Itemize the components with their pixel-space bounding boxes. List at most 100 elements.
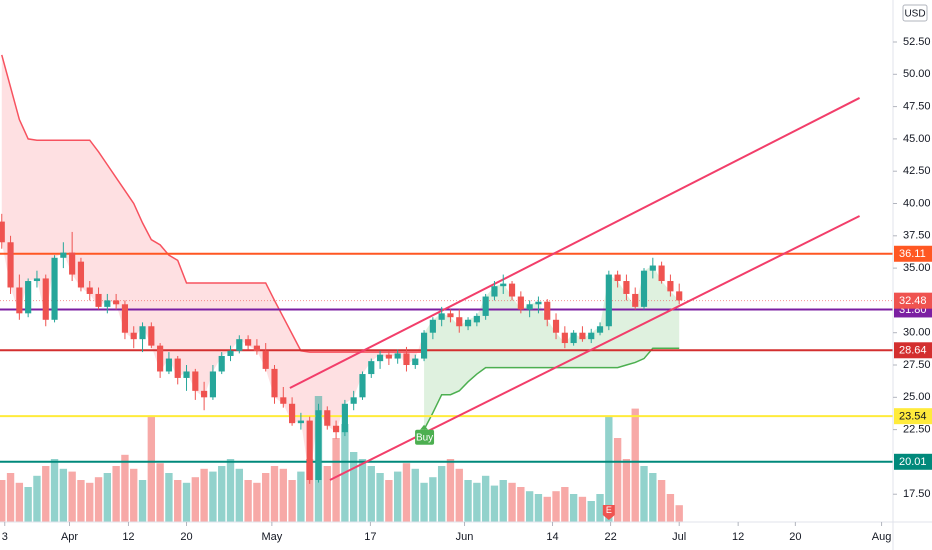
level-tag [894,408,932,425]
volume-bar [481,475,490,522]
y-tick-label: 40.00 [903,197,931,209]
candle-body [104,300,111,307]
volume-bar [420,482,428,522]
candle-body [596,326,604,333]
volume-bar [209,471,217,522]
volume-bar [218,466,226,522]
candle-body [508,283,516,297]
level-label: 28.64 [899,345,927,357]
candle-body [640,270,648,307]
candle-body [605,274,612,327]
signal-pointer [420,424,429,430]
candle-body [544,301,551,320]
volume-bar [262,473,270,522]
volume-bar [543,496,551,522]
volume-bar [437,466,446,522]
channel-line [289,97,861,389]
volume-bar [112,466,120,522]
candle-body [7,242,14,288]
y-tick-label: 22.50 [903,424,931,436]
volume-bar [622,459,631,522]
volume-bar [68,471,76,522]
candle-body [192,371,199,391]
volume-bar [385,480,393,522]
candle-body [139,326,146,340]
candles: Buy E [0,213,683,520]
candle-body [157,345,164,372]
y-tick-label: 50.00 [903,68,931,80]
signal-box [415,429,435,445]
candle-body [491,286,498,297]
volume-bar [138,480,147,522]
candle-body [482,296,489,316]
candle-body [121,304,129,333]
y-tick-label: 17.50 [903,488,931,500]
trail-line [1,54,425,353]
volume-bar [464,480,472,522]
candle-body [77,261,85,288]
candle-body [69,252,76,275]
volume-bar [130,468,138,522]
volume-bar [77,480,85,522]
candle-body [218,355,225,372]
candle-body [86,287,93,294]
candle-body [25,281,32,314]
level-label: 36.11 [899,248,926,260]
candle-body [500,283,507,287]
candle-body [297,420,304,424]
signal-label: Buy [416,432,433,443]
volume-bar [174,480,182,522]
candle-body [517,296,524,310]
volume-bar [578,496,587,522]
level-tag [894,453,932,470]
candle-body [535,301,542,305]
currency: USD [904,9,925,20]
volume-bar [59,468,68,522]
candle-body [667,281,674,292]
volume-bar [156,463,164,522]
volume-bar [508,482,516,522]
x-tick-label: Aug [872,531,892,543]
level-label: 20.01 [899,456,927,468]
candle-body [209,371,216,398]
candle-body [201,390,208,398]
volume-bar [561,487,569,522]
volume-bar [50,459,59,522]
candle-body [438,313,445,320]
y-tick-label: 45.00 [903,133,931,145]
volume-bar [473,482,481,522]
volume-bar [411,468,419,522]
candle-body [113,300,120,305]
x-tick-label: 12 [122,531,134,543]
candle-body [588,332,595,340]
candle-body [623,281,630,294]
candle-body [0,221,5,243]
candle-body [614,274,621,282]
candle-body [271,368,278,398]
volume-bar [376,473,384,522]
candle-body [60,252,67,258]
last-price-label: 32.48 [899,295,927,307]
last-price-tag [894,292,932,309]
volume-bar [499,480,507,522]
x-tick-label: May [261,531,282,543]
volume-bar [235,468,243,522]
volume-bar [33,475,41,522]
volume-bar [94,477,103,522]
candle-body [429,319,436,333]
y-tick-label: 25.00 [903,391,931,403]
volume-bar [279,468,287,522]
candle-body [359,374,366,398]
candle-body [16,287,23,314]
volume-bar [0,480,6,522]
volume-bar [596,494,604,522]
volume-bar [429,477,437,522]
candle-body [236,339,243,351]
candle-body [148,326,155,346]
volume-bar [613,438,622,522]
x-tick-label: 22 [604,531,616,543]
currency-box[interactable] [902,4,928,22]
y-tick-label: 52.50 [903,36,931,48]
x-tick-label: 14 [546,531,558,543]
